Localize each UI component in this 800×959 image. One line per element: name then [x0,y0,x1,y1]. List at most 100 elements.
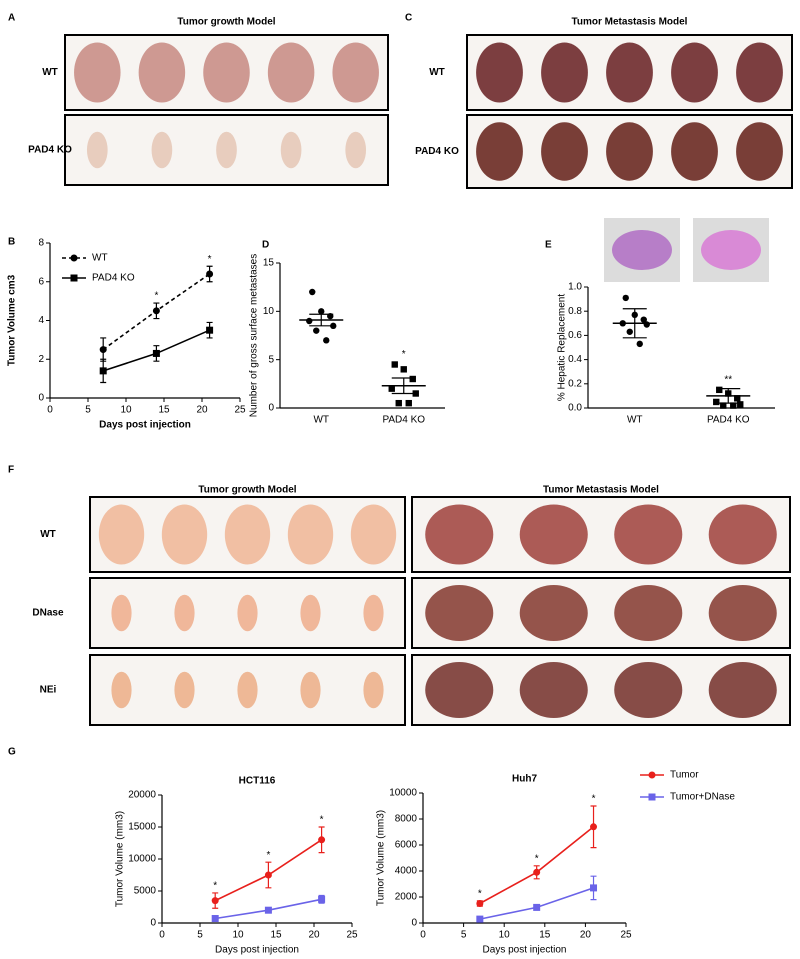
x-tick-label: 15 [539,930,551,941]
specimen-photo [425,662,494,718]
specimen-photo [74,42,121,103]
photo-title: Tumor Metastasis Model [572,17,688,28]
specimen-photo [671,122,718,181]
y-tick-label: 5000 [134,886,157,897]
y-tick-label: 0.4 [568,354,582,365]
data-point [734,395,741,402]
legend-marker [70,254,78,262]
y-tick-label: 15000 [128,822,156,833]
sem-bar [309,313,334,327]
data-point [388,385,395,392]
specimen-photo [174,671,195,709]
data-point [720,402,727,409]
series-line [479,826,595,905]
significance-mark: * [402,349,406,360]
significance-mark: * [535,853,539,864]
x-axis-label: Days post injection [215,945,299,956]
y-tick-label: 4000 [395,866,418,877]
x-tick-label: 10 [120,405,132,416]
data-point [405,399,412,407]
data-point [730,402,737,409]
specimen-photo [363,671,384,709]
data-point [476,900,484,907]
data-point [626,328,633,335]
specimen-photo [476,122,523,181]
x-tick-label: 0 [159,930,165,941]
y-tick-label: 8 [38,238,44,249]
specimen-photo [86,131,108,169]
specimen-photo [300,671,321,709]
x-tick-label: PAD4 KO [707,415,750,426]
data-point [395,399,402,407]
panel-label: G [8,747,16,758]
x-tick-label: 5 [197,930,203,941]
data-point [323,337,330,344]
data-point [318,308,325,315]
significance-mark: ** [724,374,732,385]
data-point [99,346,107,354]
specimen-photo [541,122,588,181]
data-point [206,326,214,334]
specimen-photo [736,122,783,181]
specimen-photo [425,585,494,641]
specimen-photo [363,594,384,632]
specimen-photo [267,42,315,103]
y-tick-label: 6000 [395,840,418,851]
data-point [318,836,326,844]
y-tick-label: 0 [150,918,156,929]
chart-title: Huh7 [512,774,537,785]
specimen-photo [614,504,683,565]
legend-label: Tumor [670,770,699,781]
y-tick-label: 0.6 [568,330,582,341]
specimen-photo [138,42,186,103]
specimen-photo [708,585,777,641]
significance-mark: * [478,889,482,900]
data-point [533,903,541,911]
data-point [409,375,416,383]
data-point [590,823,598,831]
specimen-photo [280,131,302,169]
x-axis-label: Days post injection [483,945,567,956]
legend-label: PAD4 KO [92,273,135,284]
significance-mark: * [592,794,596,805]
data-point [264,871,272,879]
specimen-photo [476,42,523,103]
x-tick-label: 25 [346,930,358,941]
data-point [313,327,320,334]
panel-label: A [8,13,15,24]
data-point [211,915,219,923]
x-tick-label: 25 [234,405,246,416]
x-tick-label: 15 [270,930,282,941]
y-tick-label: 8000 [395,814,418,825]
y-tick-label: 10 [263,306,275,317]
specimen-photo [541,42,588,103]
x-tick-label: 0 [420,930,426,941]
specimen-photo [174,594,195,632]
y-tick-label: 2 [38,354,44,365]
sem-bar [622,308,647,339]
panel-label: C [405,13,412,24]
x-tick-label: PAD4 KO [382,415,425,426]
x-tick-label: WT [627,415,643,426]
y-tick-label: 10000 [128,854,156,865]
x-tick-label: 10 [499,930,511,941]
series-line [479,887,594,920]
panel-label: F [8,465,14,476]
specimen-photo [300,594,321,632]
specimen-photo [111,671,132,709]
specimen-photo [350,504,397,565]
panel-label: B [8,237,15,248]
specimen-photo [98,504,145,565]
row-label: NEi [40,685,57,696]
specimen-photo [237,671,258,709]
specimen-photo [708,662,777,718]
photo-title: Tumor growth Model [177,17,275,28]
data-point [737,401,744,408]
y-tick-label: 20000 [128,790,156,801]
specimen-photo [332,42,379,103]
y-tick-label: 10000 [389,788,417,799]
data-point [264,906,272,914]
data-point [211,897,219,905]
specimen-photo [425,504,494,565]
row-label: DNase [32,608,64,619]
